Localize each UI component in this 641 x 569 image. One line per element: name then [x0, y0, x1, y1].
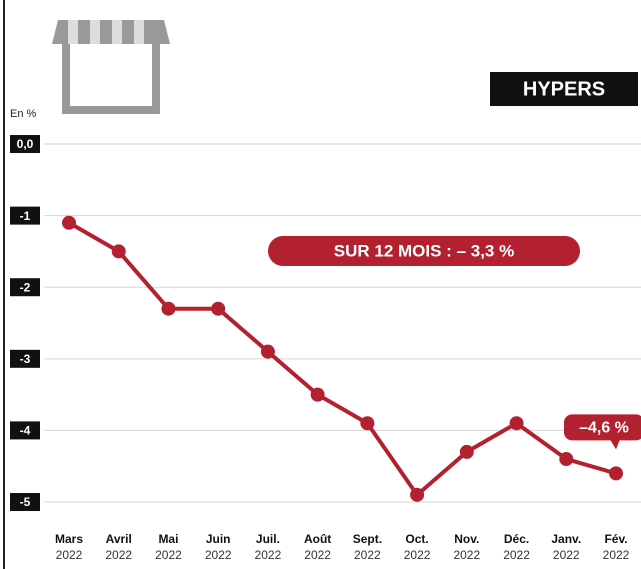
- value-label-pointer: [610, 439, 620, 450]
- y-tick-box: [10, 349, 40, 368]
- y-tick-label: -5: [20, 495, 31, 509]
- y-tick-label: 0,0: [17, 137, 34, 151]
- x-tick-year: 2022: [404, 548, 431, 562]
- annotation: SUR 12 MOIS : – 3,3 %: [334, 241, 514, 260]
- value-label-box: [564, 414, 641, 441]
- point: [310, 387, 325, 402]
- point: [260, 344, 275, 359]
- point: [459, 444, 474, 459]
- x-tick-year: 2022: [603, 548, 630, 562]
- point: [410, 487, 425, 502]
- x-tick-year: 2022: [255, 548, 282, 562]
- x-tick-year: 2022: [56, 548, 83, 562]
- x-tick-label: Oct.: [405, 532, 428, 546]
- x-tick-label: Août: [304, 532, 331, 546]
- shop-icon: [52, 20, 170, 114]
- x-tick-label: Janv.: [551, 532, 581, 546]
- x-tick-year: 2022: [453, 548, 480, 562]
- x-tick-label: Sept.: [353, 532, 382, 546]
- y-tick-box: [10, 421, 40, 440]
- x-tick-label: Mars: [55, 532, 83, 546]
- x-tick-year: 2022: [105, 548, 132, 562]
- x-tick-year: 2022: [503, 548, 530, 562]
- x-tick-year: 2022: [304, 548, 331, 562]
- y-tick-box: [10, 278, 40, 297]
- title-box: [490, 72, 638, 106]
- y-tick-label: -4: [20, 424, 31, 438]
- x-tick-year: 2022: [354, 548, 381, 562]
- x-tick-year: 2022: [553, 548, 580, 562]
- point: [509, 416, 524, 431]
- x-tick-year: 2022: [205, 548, 232, 562]
- x-tick-label: Nov.: [454, 532, 479, 546]
- chart-title: HYPERS: [523, 78, 605, 100]
- point: [211, 301, 226, 316]
- annotation-box: [268, 236, 580, 266]
- x-tick-label: Juil.: [256, 532, 280, 546]
- y-tick-label: -2: [20, 280, 31, 294]
- point: [111, 244, 126, 259]
- point: [62, 215, 76, 230]
- x-tick-label: Fév.: [604, 532, 627, 546]
- y-tick-box: [10, 135, 40, 154]
- y-tick-label: -1: [20, 209, 31, 223]
- point: [559, 452, 574, 467]
- point: [609, 466, 623, 481]
- x-tick-label: Déc.: [504, 532, 529, 546]
- y-axis-label: En %: [10, 108, 37, 120]
- y-tick-box: [10, 493, 40, 512]
- y-tick-label: -3: [20, 352, 31, 366]
- x-tick-label: Mai: [158, 532, 178, 546]
- x-tick-label: Avril: [106, 532, 132, 546]
- x-tick-year: 2022: [155, 548, 182, 562]
- y-tick-box: [10, 206, 40, 225]
- value-label: –4,6 %: [579, 420, 629, 437]
- x-tick-label: Juin: [206, 532, 231, 546]
- point: [360, 416, 375, 431]
- line: [68, 221, 617, 497]
- point: [161, 301, 176, 316]
